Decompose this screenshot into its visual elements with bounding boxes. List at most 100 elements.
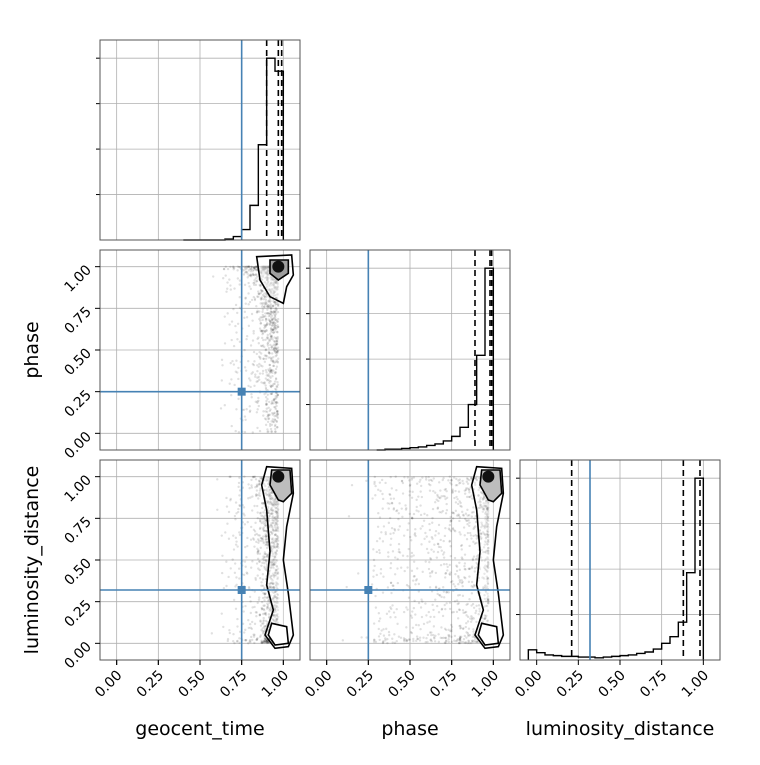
sample-point [447,527,451,530]
sample-point [436,592,439,596]
sample-point [385,612,389,616]
sample-point [274,568,278,572]
sample-point [273,372,277,375]
sample-point [449,554,452,558]
sample-point [247,483,250,486]
sample-point [486,566,490,569]
sample-point [274,378,278,381]
sample-point [407,584,410,588]
sample-point [274,518,277,521]
sample-point [388,502,391,506]
sample-point [275,581,278,584]
sample-point [267,314,271,318]
sample-point [484,590,488,594]
sample-point [428,620,431,623]
sample-point [266,500,269,503]
sample-point [395,509,398,513]
sample-point [274,521,277,524]
sample-point [431,570,434,573]
sample-point [258,494,262,497]
sample-point [254,373,257,376]
sample-point [481,524,484,528]
sample-point [228,278,231,281]
sample-point [474,637,477,640]
sample-point [274,533,277,536]
sample-point [250,627,254,631]
sample-point [486,551,490,555]
sample-point [263,515,266,519]
sample-point [463,641,467,645]
sample-point [388,633,391,637]
sample-point [417,582,421,586]
sample-point [271,338,274,341]
sample-point [419,606,423,609]
sample-point [274,556,277,559]
sample-point [258,534,261,537]
sample-point [268,569,272,572]
sample-point [437,542,440,546]
sample-point [276,303,280,306]
sample-point [274,526,277,530]
sample-point [258,372,262,375]
sample-point [265,295,268,298]
sample-point [267,414,270,418]
sample-point [487,506,490,510]
sample-point [467,640,471,643]
sample-point [276,303,280,306]
sample-point [274,371,278,374]
sample-point [260,290,264,293]
sample-point [275,538,279,541]
sample-point [466,487,469,490]
sample-point [275,597,278,601]
sample-point [401,554,405,557]
sample-point [485,604,488,607]
sample-point [384,639,387,642]
sample-point [272,346,276,350]
sample-point [462,513,465,517]
sample-point [417,510,420,513]
sample-point [443,488,447,491]
sample-point [374,494,377,497]
sample-point [397,528,400,531]
sample-point [486,508,489,511]
sample-point [255,485,258,488]
sample-point [274,340,277,343]
sample-point [273,382,276,386]
sample-point [276,393,280,397]
sample-point [216,508,219,511]
sample-point [261,329,264,333]
sample-point [242,573,246,577]
sample-point [262,520,265,523]
sample-point [473,526,476,529]
sample-point [441,585,445,589]
sample-point [256,295,259,298]
sample-point [466,531,470,535]
sample-point [247,265,251,268]
sample-point [271,582,275,585]
sample-point [255,483,259,486]
sample-point [484,536,488,539]
sample-point [232,265,235,268]
sample-point [272,322,275,325]
sample-point [274,400,277,404]
sample-point [481,496,485,500]
sample-point [422,622,426,626]
sample-point [414,583,417,586]
sample-point [264,613,268,617]
sample-point [390,502,394,505]
sample-point [261,372,264,375]
sample-point [249,273,253,277]
sample-point [267,346,271,350]
sample-point [261,629,264,633]
sample-point [457,576,460,579]
sample-point [267,304,270,307]
sample-point [273,574,276,577]
sample-point [234,518,237,521]
sample-point [378,551,381,555]
y-tick-label: 0.00 [61,429,94,462]
sample-point [441,478,444,482]
sample-point [465,631,468,634]
sample-point [249,600,252,603]
sample-point [429,557,433,561]
sample-point [463,634,467,638]
